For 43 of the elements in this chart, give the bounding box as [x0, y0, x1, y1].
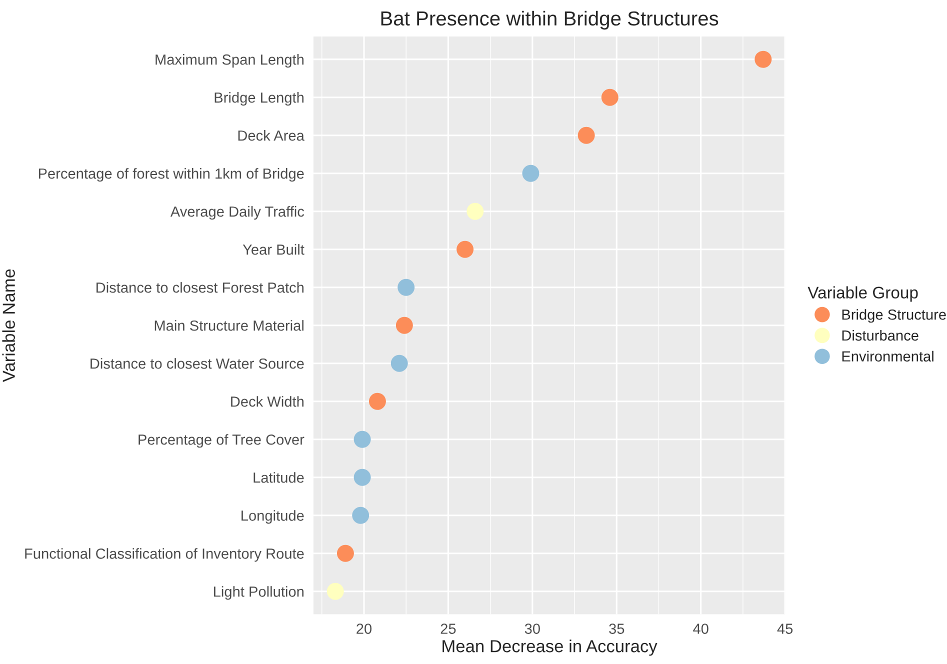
- y-tick-label: Percentage of Tree Cover: [138, 434, 304, 448]
- point: [601, 88, 618, 106]
- point: [354, 430, 371, 448]
- point: [456, 240, 474, 258]
- x-axis-title: Mean Decrease in Accuracy: [442, 640, 658, 656]
- y-tick-label: Bridge Length: [214, 92, 304, 106]
- y-tick-label: Percentage of forest within 1km of Bridge: [38, 168, 304, 182]
- y-tick-label: Latitude: [254, 472, 304, 483]
- y-tick-label: Distance to closest Forest Patch: [96, 282, 304, 293]
- legend-label: Disturbance: [842, 330, 918, 341]
- y-axis-title: Variable Name: [2, 269, 15, 382]
- point: [390, 354, 408, 372]
- y-tick-label: Average Daily Traffic: [170, 206, 304, 220]
- y-tick-label: Maximum Span Length: [156, 54, 304, 68]
- y-tick-label: Year Built: [242, 244, 304, 255]
- y-tick-label: Distance to closest Water Source: [90, 358, 304, 369]
- point: [368, 392, 386, 410]
- chart-title: Bat Presence within Bridge Structures: [381, 10, 718, 30]
- point: [354, 468, 371, 486]
- x-tick-label: 35: [609, 624, 624, 634]
- x-tick-label: 20: [356, 624, 372, 634]
- point: [578, 126, 595, 144]
- y-tick-label: Light Pollution: [214, 586, 304, 600]
- x-tick-label: 25: [440, 624, 456, 634]
- legend-label: Bridge Structure: [842, 309, 946, 323]
- x-tick-label: 45: [777, 624, 793, 634]
- point: [396, 316, 413, 334]
- point: [398, 278, 415, 296]
- point: [754, 50, 772, 68]
- point: [466, 202, 484, 220]
- legend-title: Variable Group: [808, 286, 918, 302]
- point: [352, 506, 370, 524]
- legend-label: Environmental: [842, 350, 934, 362]
- y-tick-label: Longitude: [242, 510, 304, 524]
- y-tick-label: Deck Area: [238, 130, 304, 141]
- x-tick-label: 40: [693, 624, 708, 634]
- point: [522, 164, 540, 182]
- y-tick-label: Deck Width: [231, 396, 304, 407]
- x-tick-label: 30: [524, 624, 540, 634]
- point: [326, 582, 344, 600]
- y-tick-label: Functional Classification of Inventory Route: [25, 548, 304, 562]
- point: [336, 544, 354, 562]
- y-tick-label: Main Structure Material: [154, 320, 304, 331]
